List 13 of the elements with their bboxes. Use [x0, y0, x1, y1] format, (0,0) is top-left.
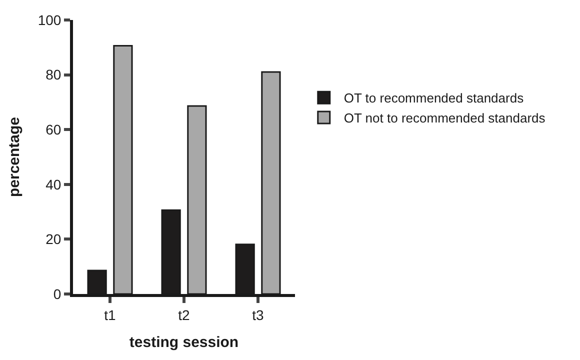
x-tick-label: t3: [252, 306, 264, 323]
y-tick-label: 20: [46, 231, 62, 248]
y-tick-label: 100: [38, 12, 62, 28]
legend-label: OT to recommended standards: [344, 90, 524, 106]
y-tick-label: 0: [53, 286, 62, 302]
x-tick-label: t1: [104, 306, 116, 323]
x-axis-title: testing session: [129, 334, 239, 351]
y-axis-title: percentage: [6, 116, 24, 198]
legend-label: OT not to recommended standards: [344, 110, 546, 126]
y-tick-label: 40: [46, 176, 62, 192]
y-tick-label: 80: [46, 66, 62, 83]
x-tick-label: t2: [178, 306, 190, 323]
y-tick-label: 60: [46, 122, 62, 138]
